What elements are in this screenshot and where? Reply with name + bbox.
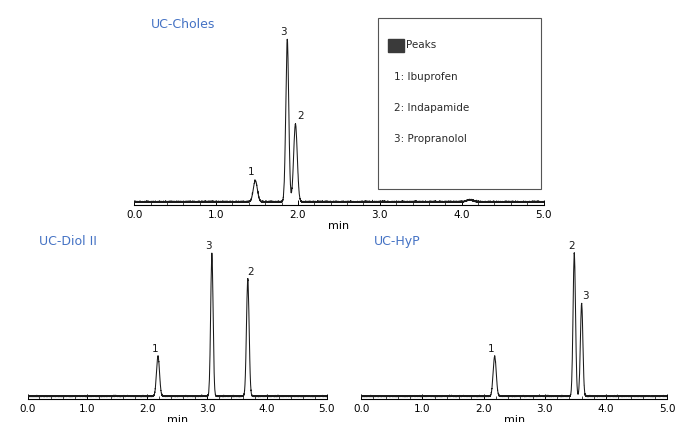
- Text: 3: 3: [206, 241, 212, 251]
- Text: 1: 1: [248, 167, 255, 177]
- X-axis label: min: min: [328, 221, 350, 231]
- Bar: [388, 39, 405, 52]
- FancyBboxPatch shape: [378, 18, 541, 189]
- Text: 3: 3: [582, 291, 589, 301]
- Text: 2: Indapamide: 2: Indapamide: [394, 103, 469, 113]
- X-axis label: min: min: [504, 415, 525, 422]
- Text: UC-HyP: UC-HyP: [374, 235, 420, 248]
- Text: 1: Ibuprofen: 1: Ibuprofen: [394, 72, 458, 81]
- Text: 1: 1: [151, 344, 158, 354]
- Text: 3: 3: [280, 27, 286, 37]
- Text: 2: 2: [248, 267, 254, 276]
- Text: 2: 2: [568, 241, 574, 251]
- Text: UC-Choles: UC-Choles: [151, 18, 215, 31]
- Text: 3: Propranolol: 3: Propranolol: [394, 134, 467, 143]
- X-axis label: min: min: [166, 415, 188, 422]
- Text: Peaks: Peaks: [407, 41, 437, 51]
- Text: 1: 1: [488, 344, 495, 354]
- Text: 2: 2: [297, 111, 303, 121]
- Text: UC-Diol II: UC-Diol II: [39, 235, 98, 248]
